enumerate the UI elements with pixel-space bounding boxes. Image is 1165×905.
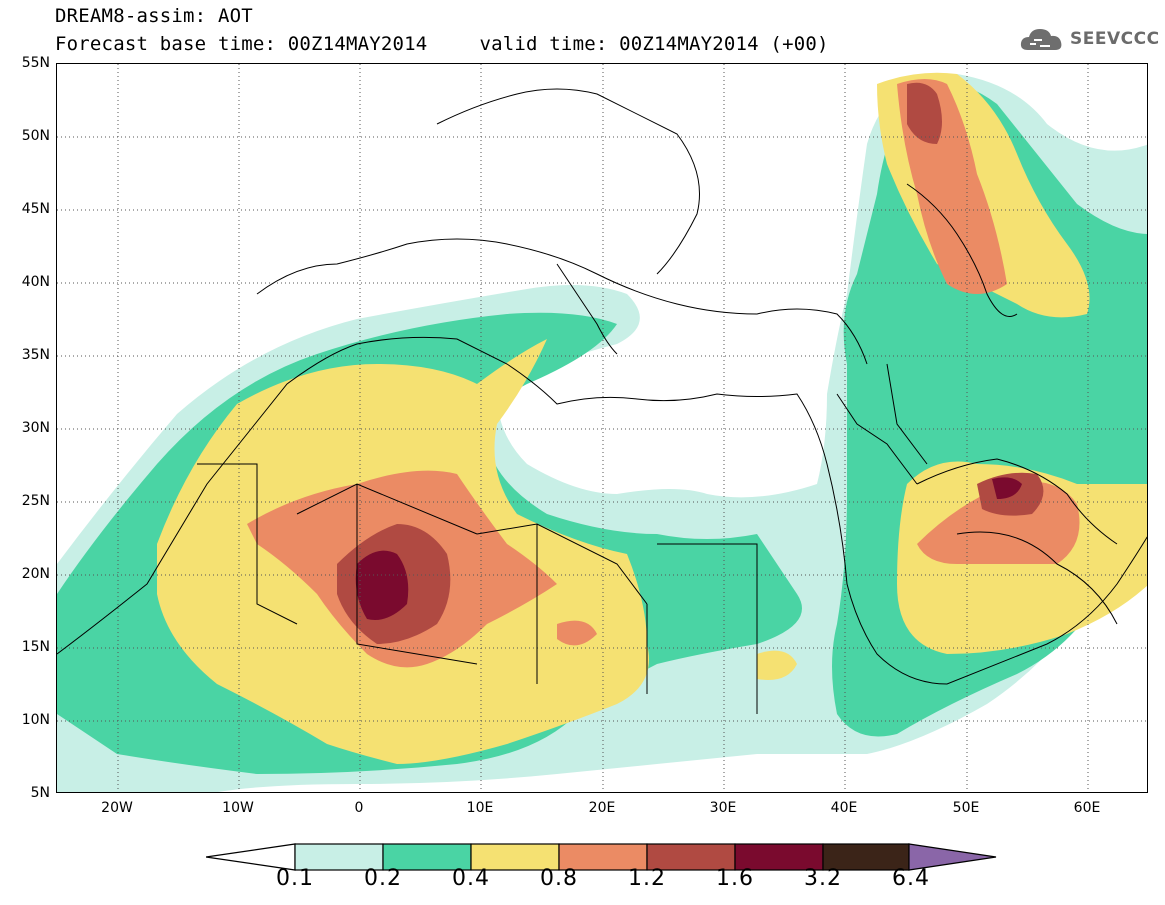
lon-label-60e: 60E <box>1073 800 1101 816</box>
lon-label-10w: 10W <box>222 800 254 816</box>
colorbar-label-0.1: 0.1 <box>276 866 314 891</box>
map-title: DREAM8-assim: AOT <box>55 5 253 27</box>
colorbar-bin-5 <box>646 843 736 871</box>
coastlines <box>57 88 1147 714</box>
lat-label-35n: 35N <box>21 347 50 363</box>
lat-label-30n: 30N <box>21 420 50 436</box>
lat-label-15n: 15N <box>21 639 50 655</box>
graticule <box>57 64 1147 792</box>
lat-label-40n: 40N <box>21 274 50 290</box>
lon-label-0: 0 <box>354 800 364 816</box>
colorbar-bin-6 <box>734 843 824 871</box>
lon-label-30e: 30E <box>709 800 737 816</box>
colorbar-label-6.4: 6.4 <box>892 866 930 891</box>
colorbar-label-1.2: 1.2 <box>628 866 666 891</box>
valid-time: valid time: 00Z14MAY2014 (+00) <box>479 33 829 55</box>
colorbar-label-1.6: 1.6 <box>716 866 754 891</box>
colorbar-label-3.2: 3.2 <box>804 866 842 891</box>
lat-label-50n: 50N <box>21 128 50 144</box>
colorbar-bin-4 <box>558 843 648 871</box>
lon-label-40e: 40E <box>830 800 858 816</box>
colorbar-arrow-high <box>908 843 997 871</box>
lat-label-45n: 45N <box>21 201 50 217</box>
lon-label-20w: 20W <box>101 800 133 816</box>
lat-label-5n: 5N <box>30 785 50 801</box>
lat-label-20n: 20N <box>21 566 50 582</box>
logo-text: SEEVCCC <box>1070 29 1160 49</box>
lon-label-50e: 50E <box>952 800 980 816</box>
time-info: Forecast base time: 00Z14MAY2014 valid ti… <box>55 34 829 54</box>
forecast-base-time: Forecast base time: 00Z14MAY2014 <box>55 33 428 55</box>
aot-1.6-contour <box>355 477 1022 620</box>
lon-label-10e: 10E <box>466 800 494 816</box>
lon-label-20e: 20E <box>588 800 616 816</box>
colorbar-bin-7 <box>822 843 910 871</box>
cloud-icon <box>1020 29 1062 50</box>
lat-label-55n: 55N <box>21 55 50 71</box>
colorbar-label-0.4: 0.4 <box>452 866 490 891</box>
map-area <box>56 63 1148 793</box>
colorbar <box>206 843 997 871</box>
colorbar-bin-1 <box>294 843 384 871</box>
colorbar-label-0.2: 0.2 <box>364 866 402 891</box>
aot-map <box>57 64 1147 792</box>
lat-label-25n: 25N <box>21 493 50 509</box>
lat-label-10n: 10N <box>21 712 50 728</box>
seevccc-logo: SEEVCCC <box>1018 22 1160 58</box>
colorbar-bin-3 <box>470 843 560 871</box>
colorbar-label-0.8: 0.8 <box>540 866 578 891</box>
